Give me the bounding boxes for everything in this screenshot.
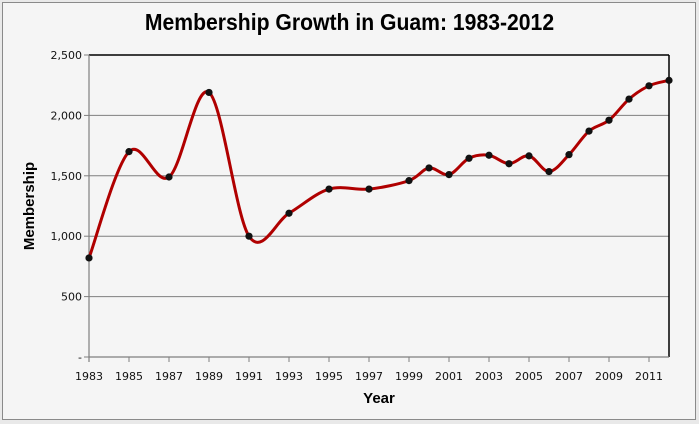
y-tick-label: 1,500 — [51, 170, 83, 183]
x-tick-label: 1995 — [315, 370, 343, 383]
chart-title: Membership Growth in Guam: 1983-2012 — [144, 9, 555, 35]
data-point: 2001: 1510 — [445, 170, 453, 179]
data-points: 1983: 820 1985: 1700 1987: 1490 1989: 2190 1… — [85, 76, 673, 262]
y-tick-label: - — [78, 351, 82, 364]
data-point: 1997: 1390 — [365, 185, 373, 193]
y-axis-title: Membership — [21, 162, 38, 250]
data-point: 1987: 1490 — [165, 173, 173, 181]
data-point: 1999: 1460 — [405, 177, 413, 185]
x-axis-title: Year — [363, 390, 395, 407]
chart-frame — [2, 2, 696, 420]
data-point: 2003: 1670 — [485, 151, 493, 159]
data-point: 2004: 1600 — [505, 160, 513, 168]
gridlines — [89, 114, 669, 298]
y-tick-label: 1,000 — [51, 230, 83, 243]
membership-line — [87, 78, 670, 259]
x-tick-label: 2003 — [475, 370, 503, 383]
x-tick-label: 1993 — [275, 370, 303, 383]
data-point: 2011: 2245 — [645, 82, 653, 90]
axes — [88, 54, 670, 362]
x-tick-label: 1997 — [355, 370, 383, 383]
data-point: 1995: 1390 — [325, 185, 333, 193]
x-tick-label: 1999 — [395, 370, 423, 383]
x-tick-label: 2001 — [435, 370, 463, 383]
x-tick-label: 2011 — [635, 370, 663, 383]
y-tick-label: 2,000 — [51, 109, 83, 122]
data-point: 2000: 1565 — [425, 164, 433, 172]
y-axis-ticks: - 500 1,000 1,500 2,000 2,500 — [51, 49, 89, 364]
data-point: 1989: 2190 — [205, 88, 213, 97]
data-point: 1985: 1700 — [125, 148, 133, 156]
x-tick-label: 1985 — [115, 370, 143, 383]
data-point: 2007: 1675 — [565, 151, 573, 159]
x-axis-ticks: 1983 1985 1987 1989 1991 1993 1995 1997 1999 2001… — [75, 357, 663, 383]
x-tick-label: 1991 — [235, 370, 263, 383]
data-point: 2009: 1960 — [605, 116, 613, 124]
data-point: 1993: 1190 — [285, 209, 293, 217]
data-point: 1991: 1000 — [245, 232, 253, 240]
data-point: 2005: 1665 — [525, 152, 533, 160]
data-point: 2012: 2290 — [665, 76, 673, 84]
data-point: 2006: 1535 — [545, 167, 553, 176]
x-tick-label: 2009 — [595, 370, 623, 383]
data-point: 2002: 1645 — [465, 154, 473, 162]
y-tick-label: 500 — [61, 291, 82, 304]
data-point: 2010: 2135 — [625, 95, 633, 103]
x-tick-label: 2007 — [555, 370, 583, 383]
data-point: 2008: 1870 — [585, 127, 593, 135]
y-tick-label: 2,500 — [51, 49, 83, 62]
x-tick-label: 1989 — [195, 370, 223, 383]
x-tick-label: 2005 — [515, 370, 543, 383]
x-tick-label: 1983 — [75, 370, 103, 383]
x-tick-label: 1987 — [155, 370, 183, 383]
data-point: 1983: 820 — [85, 254, 93, 262]
